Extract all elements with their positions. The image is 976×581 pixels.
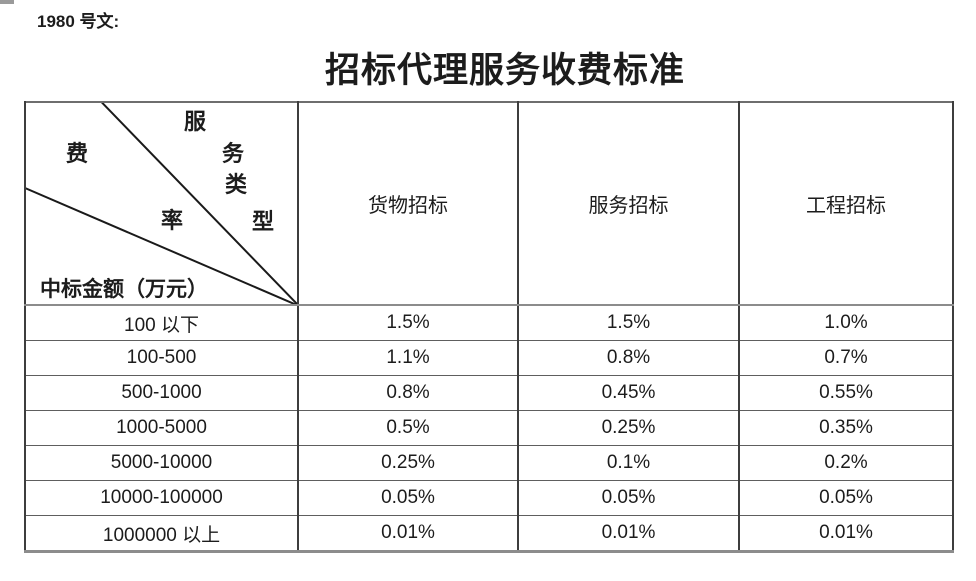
amount-range-cell: 100-500 (24, 340, 299, 376)
column-header-service-tender: 服务招标 (517, 101, 740, 306)
column-header-works-tender: 工程招标 (738, 101, 954, 306)
table-row: 5000-10000 0.25% 0.1% 0.2% (24, 445, 954, 481)
column-header-goods-tender: 货物招标 (297, 101, 519, 306)
amount-range-cell: 1000000 以上 (24, 515, 299, 552)
rate-cell: 0.01% (297, 515, 519, 552)
rate-cell: 1.0% (738, 304, 954, 341)
scan-edge-artifact (0, 0, 14, 4)
corner-label-service-type-char-3: 类 (225, 172, 248, 197)
rate-cell: 1.1% (297, 340, 519, 376)
rate-cell: 0.45% (517, 375, 740, 411)
document-number-label: 1980 号文: (37, 12, 120, 31)
rate-cell: 0.5% (297, 410, 519, 446)
table-header-row: 费 服 务 类 型 率 中标金额（万元） 货物招标 服务招标 工程招标 (24, 101, 954, 306)
rate-cell: 0.25% (517, 410, 740, 446)
amount-range-cell: 100 以下 (24, 304, 299, 341)
rate-cell: 0.8% (297, 375, 519, 411)
rate-cell: 0.05% (738, 480, 954, 516)
amount-range-cell: 5000-10000 (24, 445, 299, 481)
corner-label-bid-amount: 中标金额（万元） (40, 277, 208, 301)
table-row: 10000-100000 0.05% 0.05% 0.05% (24, 480, 954, 516)
rate-cell: 0.7% (738, 340, 954, 376)
table-corner-cell: 费 服 务 类 型 率 中标金额（万元） (24, 101, 299, 306)
page-title: 招标代理服务收费标准 (324, 51, 686, 90)
rate-cell: 0.2% (738, 445, 954, 481)
table-row: 1000-5000 0.5% 0.25% 0.35% (24, 410, 954, 446)
rate-cell: 0.01% (517, 515, 740, 552)
amount-range-cell: 1000-5000 (24, 410, 299, 446)
table-row: 500-1000 0.8% 0.45% 0.55% (24, 375, 954, 411)
table-row: 1000000 以上 0.01% 0.01% 0.01% (24, 515, 954, 552)
rate-cell: 1.5% (297, 304, 519, 341)
rate-cell: 0.35% (738, 410, 954, 446)
amount-range-cell: 10000-100000 (24, 480, 299, 516)
rate-cell: 0.25% (297, 445, 519, 481)
corner-label-service-type-char-1: 服 (184, 109, 207, 134)
amount-range-cell: 500-1000 (24, 375, 299, 411)
rate-cell: 0.01% (738, 515, 954, 552)
table-row: 100 以下 1.5% 1.5% 1.0% (24, 304, 954, 341)
corner-label-rate: 率 (161, 208, 184, 233)
rate-cell: 0.05% (517, 480, 740, 516)
rate-cell: 1.5% (517, 304, 740, 341)
rate-cell: 0.8% (517, 340, 740, 376)
corner-label-service-type-char-2: 务 (222, 141, 245, 166)
rate-cell: 0.55% (738, 375, 954, 411)
table-row: 100-500 1.1% 0.8% 0.7% (24, 340, 954, 376)
rate-cell: 0.05% (297, 480, 519, 516)
corner-label-fee: 费 (66, 141, 89, 166)
diagonal-divider-lines (26, 103, 297, 304)
corner-label-service-type-char-4: 型 (252, 209, 275, 234)
fee-standard-table: 费 服 务 类 型 率 中标金额（万元） 货物招标 服务招标 工程招标 100 … (24, 101, 954, 553)
rate-cell: 0.1% (517, 445, 740, 481)
